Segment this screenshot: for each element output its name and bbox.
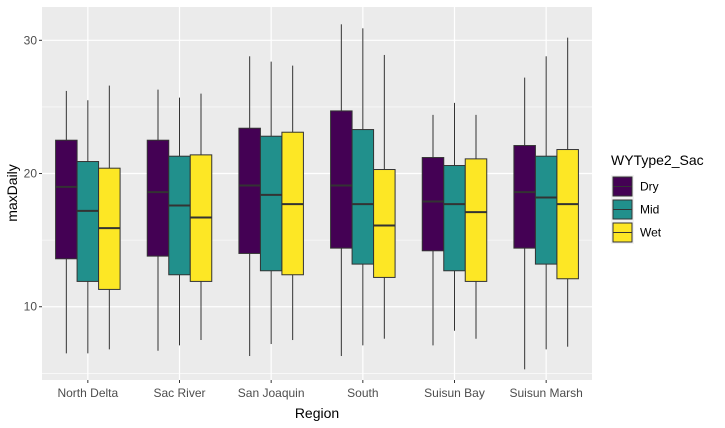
y-tick-label: 20 [24,167,38,181]
y-tick-label: 10 [24,300,38,314]
box-wet [189,93,213,341]
box-mid [534,56,558,350]
box-body [330,110,353,249]
box-dry [513,77,536,370]
box-body [421,157,445,252]
box-wet [281,65,304,341]
box-wet [464,114,488,339]
box-body [146,139,170,257]
box-body [55,139,78,260]
box-body [76,161,100,282]
legend-items: Dry Mid Wet [611,175,662,244]
x-tick-label: Suisun Bay [424,386,485,400]
boxes-layer [55,24,579,370]
box-body [534,155,558,265]
box-wet [556,37,579,347]
legend-item-mid: Mid [611,198,659,221]
y-tick-label: 30 [24,33,38,47]
box-dry [146,89,170,351]
legend-item-wet: Wet [611,221,662,244]
legend-label: Wet [640,226,662,240]
box-body [373,169,396,278]
box-body [168,155,191,276]
y-axis-title: maxDaily [4,164,20,222]
box-body [556,149,579,280]
legend: WYType2_Sac Dry Mid Wet [611,152,704,244]
box-dry [330,24,353,357]
x-tick-label: Suisun Marsh [509,386,582,400]
x-tick-label: North Delta [57,386,118,400]
box-dry [55,90,78,354]
box-wet [98,85,121,350]
legend-label: Dry [640,180,659,194]
x-tick-label: South [347,386,378,400]
legend-title: WYType2_Sac [611,152,704,168]
y-axis: 10 20 30 [24,33,42,314]
x-tick-label: San Joaquin [238,386,305,400]
box-body [443,165,466,272]
legend-label: Mid [640,203,659,217]
box-body [259,135,283,272]
box-body [464,158,488,282]
box-mid [443,102,466,331]
box-body [513,145,536,249]
box-dry [421,114,445,346]
legend-item-dry: Dry [611,175,659,198]
box-wet [373,54,396,339]
box-body [238,127,261,254]
panel-background [42,7,592,380]
box-body [351,129,375,265]
x-axis-title: Region [295,405,339,421]
x-tick-label: Sac River [153,386,205,400]
x-axis: North Delta Sac River San Joaquin South Suis… [57,380,583,400]
box-dry [238,56,261,357]
